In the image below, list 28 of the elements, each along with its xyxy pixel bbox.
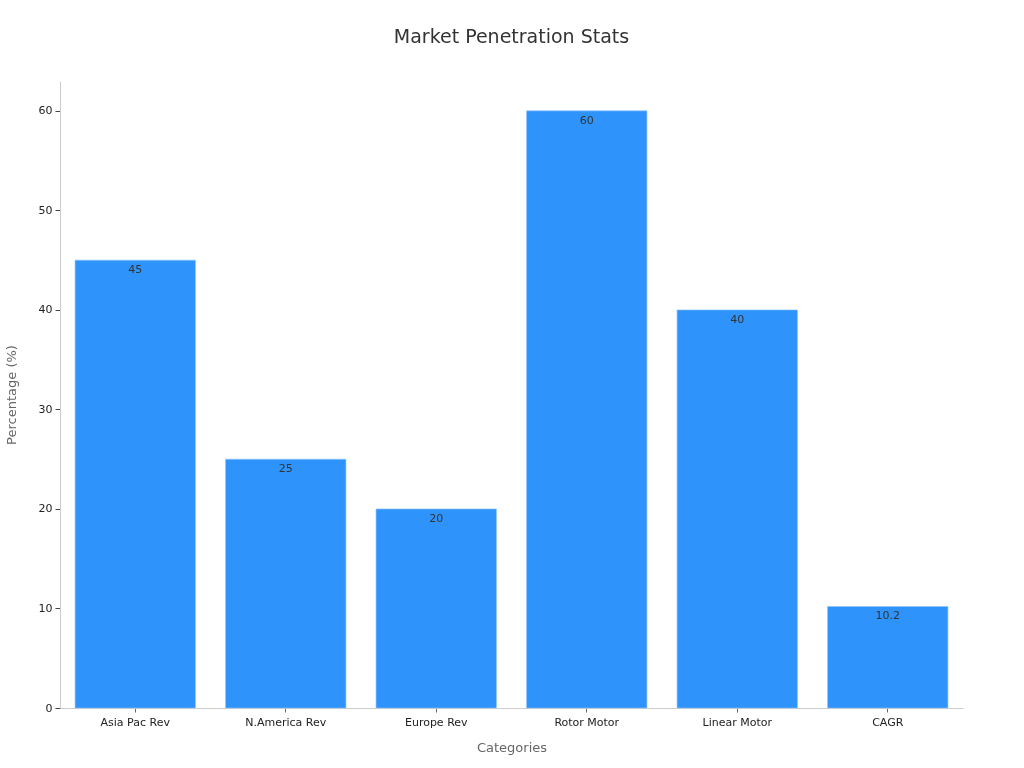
y-tick-label: 60 <box>38 104 53 118</box>
x-axis-title: Categories <box>476 739 548 755</box>
bar <box>827 606 949 709</box>
x-tick-label: Europe Rev <box>404 715 469 729</box>
bar <box>375 508 497 709</box>
bar <box>74 259 196 709</box>
data-label: 60 <box>579 113 594 127</box>
y-tick-label: 50 <box>38 203 53 217</box>
data-label: 25 <box>278 462 293 476</box>
data-label: 40 <box>730 312 745 326</box>
y-tick-label: 20 <box>38 502 53 516</box>
x-tick-label: Rotor Motor <box>554 715 620 729</box>
y-tick-label: 0 <box>45 701 53 715</box>
y-tick-label: 40 <box>38 303 53 317</box>
data-label: 10.2 <box>875 609 900 623</box>
y-axis-title: Percentage (%) <box>3 345 19 445</box>
x-tick-label: CAGR <box>872 715 904 729</box>
data-label: 45 <box>128 263 143 277</box>
bar <box>526 110 648 709</box>
data-label: 20 <box>429 511 444 525</box>
x-tick-label: N.America Rev <box>245 715 327 729</box>
x-tick-label: Linear Motor <box>702 715 773 729</box>
chart-title: Market Penetration Stats <box>393 25 630 47</box>
bar <box>676 309 798 709</box>
y-tick-label: 30 <box>38 402 53 416</box>
bar <box>225 458 347 709</box>
y-tick-label: 10 <box>38 601 53 615</box>
x-tick-label: Asia Pac Rev <box>100 715 171 729</box>
